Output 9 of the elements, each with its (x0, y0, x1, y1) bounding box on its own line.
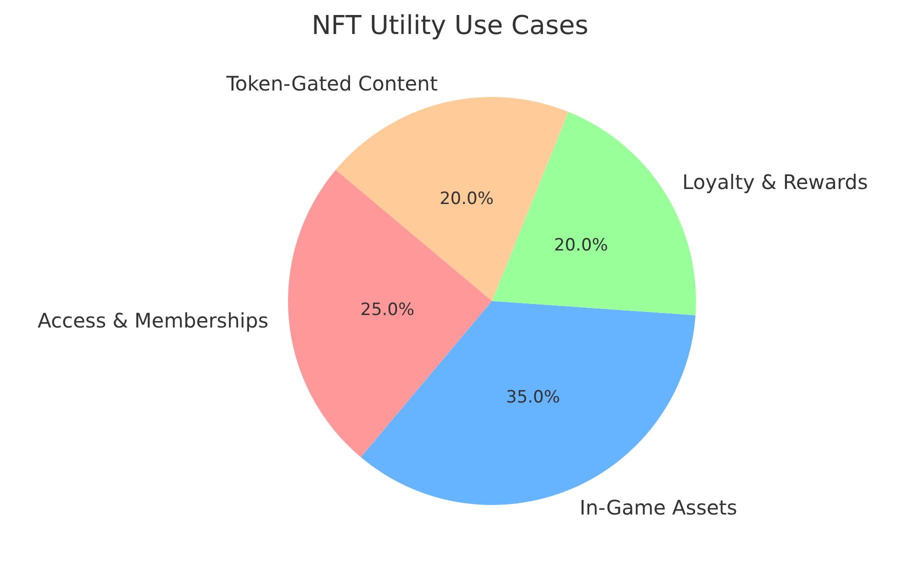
data-label: 35.0% (506, 388, 560, 408)
chart-title: NFT Utility Use Cases (312, 11, 588, 41)
data-label: 20.0% (554, 235, 608, 256)
data-label: 25.0% (360, 300, 414, 320)
data-label: 20.0% (440, 189, 494, 210)
slice-label: Loyalty & Rewards (682, 170, 868, 194)
slice-label: In-Game Assets (580, 496, 738, 520)
slice-label: Token-Gated Content (225, 71, 438, 96)
slice-label: Access & Memberships (38, 308, 268, 333)
